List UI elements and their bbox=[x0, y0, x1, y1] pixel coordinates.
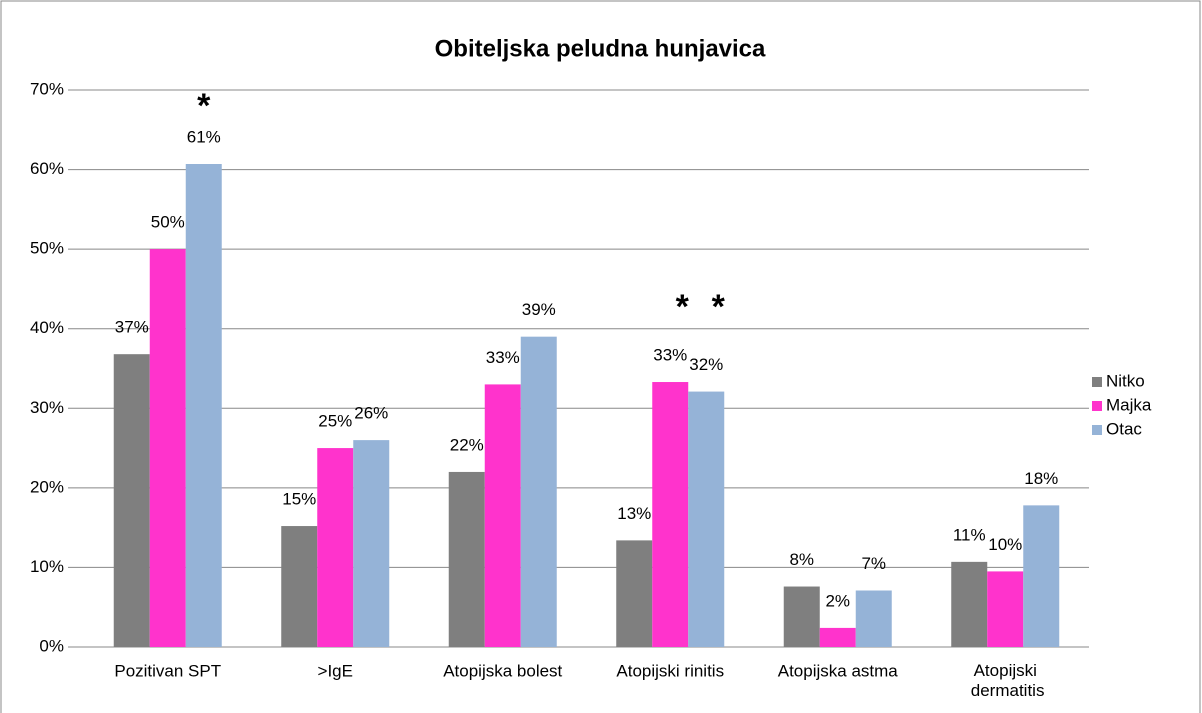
y-tick-label: 60% bbox=[30, 159, 64, 178]
bar bbox=[185, 164, 222, 647]
value-label: 33% bbox=[486, 348, 520, 367]
x-tick-label: Atopijska astma bbox=[778, 661, 899, 680]
bar bbox=[951, 561, 988, 647]
bar bbox=[855, 590, 892, 647]
bar bbox=[783, 586, 820, 647]
legend-label: Nitko bbox=[1106, 371, 1145, 390]
bar bbox=[281, 526, 318, 647]
annotation: * bbox=[676, 288, 690, 326]
bar bbox=[652, 382, 689, 647]
bar bbox=[484, 384, 521, 647]
value-label: 61% bbox=[187, 127, 221, 146]
x-tick-label: Atopijski rinitis bbox=[616, 661, 724, 680]
annotation: * bbox=[712, 288, 726, 326]
bar bbox=[149, 249, 186, 647]
legend-swatch bbox=[1092, 377, 1102, 387]
y-tick-label: 20% bbox=[30, 477, 64, 496]
value-label: 13% bbox=[617, 504, 651, 523]
value-label: 7% bbox=[861, 554, 886, 573]
bar bbox=[113, 354, 150, 647]
value-label: 50% bbox=[151, 213, 185, 232]
y-tick-label: 30% bbox=[30, 398, 64, 417]
value-label: 32% bbox=[689, 355, 723, 374]
value-label: 22% bbox=[450, 435, 484, 454]
x-tick-label: Atopijska bolest bbox=[443, 661, 562, 680]
value-label: 15% bbox=[282, 490, 316, 509]
legend-swatch bbox=[1092, 401, 1102, 411]
bar bbox=[616, 540, 653, 647]
value-label: 10% bbox=[988, 535, 1022, 554]
value-label: 39% bbox=[522, 300, 556, 319]
x-tick-label: Pozitivan SPT bbox=[114, 661, 221, 680]
value-label: 25% bbox=[318, 412, 352, 431]
value-label: 8% bbox=[789, 550, 814, 569]
bar bbox=[448, 471, 485, 647]
y-tick-label: 40% bbox=[30, 318, 64, 337]
value-label: 33% bbox=[653, 346, 687, 365]
x-tick-label: >IgE bbox=[318, 661, 353, 680]
y-tick-label: 10% bbox=[30, 557, 64, 576]
value-label: 18% bbox=[1024, 469, 1058, 488]
bar bbox=[819, 627, 856, 647]
bar bbox=[987, 571, 1024, 647]
value-label: 11% bbox=[953, 525, 986, 544]
x-tick-label: Atopijski dermatitis bbox=[966, 661, 1044, 700]
y-tick-label: 70% bbox=[30, 79, 64, 98]
bar bbox=[353, 440, 390, 647]
chart-title: Obiteljska peludna hunjavica bbox=[435, 35, 766, 62]
bar bbox=[317, 448, 354, 647]
bar bbox=[688, 391, 725, 647]
value-label: 26% bbox=[354, 404, 388, 423]
bar bbox=[520, 336, 557, 647]
bar bbox=[1023, 505, 1060, 647]
y-tick-label: 0% bbox=[39, 636, 64, 655]
legend-label: Majka bbox=[1106, 395, 1152, 414]
legend-swatch bbox=[1092, 425, 1102, 435]
value-label: 2% bbox=[825, 591, 850, 610]
value-label: 37% bbox=[115, 318, 149, 337]
y-tick-label: 50% bbox=[30, 239, 64, 258]
annotation: * bbox=[197, 87, 211, 125]
legend-label: Otac bbox=[1106, 419, 1142, 438]
